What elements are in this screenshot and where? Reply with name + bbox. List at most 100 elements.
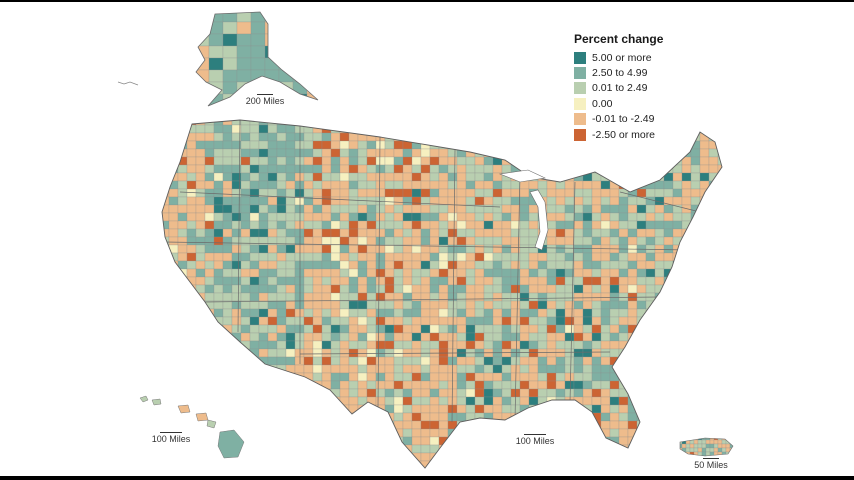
county-cell [258, 284, 269, 294]
county-cell [492, 452, 503, 462]
county-cell [240, 460, 251, 468]
county-cell [439, 469, 448, 476]
county-cell [312, 120, 323, 126]
county-cell [186, 268, 197, 278]
county-cell [306, 105, 318, 106]
county-cell [429, 412, 440, 422]
county-cell [340, 469, 349, 476]
county-cell [438, 404, 449, 414]
county-cell [636, 412, 647, 422]
county-cell [501, 148, 512, 158]
county-cell [258, 172, 269, 182]
county-cell [573, 364, 584, 374]
county-cell [492, 252, 503, 262]
county-cell [168, 340, 179, 350]
county-cell [168, 120, 179, 126]
county-cell [402, 420, 413, 430]
county-cell [492, 356, 503, 366]
county-cell [222, 364, 233, 374]
county-cell [708, 404, 719, 414]
county-cell [474, 164, 485, 174]
county-cell [285, 276, 296, 286]
county-cell [420, 132, 431, 142]
county-cell [357, 236, 368, 246]
county-cell [618, 364, 629, 374]
county-cell [501, 212, 512, 222]
county-cell [222, 140, 233, 150]
county-cell [348, 388, 359, 398]
county-cell [690, 428, 701, 438]
county-cell [465, 228, 476, 238]
county-cell [690, 324, 701, 334]
county-cell [492, 212, 503, 222]
county-cell [321, 412, 332, 422]
county-cell [582, 276, 593, 286]
county-cell [393, 252, 404, 262]
county-cell [510, 308, 521, 318]
county-cell [222, 220, 233, 230]
county-cell [303, 332, 314, 342]
county-cell [501, 388, 512, 398]
county-cell [492, 140, 503, 150]
county-cell [186, 452, 197, 462]
county-cell [618, 316, 629, 326]
county-cell [528, 380, 539, 390]
county-cell [519, 396, 530, 406]
county-cell [375, 332, 386, 342]
county-cell [258, 220, 269, 230]
county-cell [555, 204, 566, 214]
county-cell [357, 180, 368, 190]
county-cell [303, 316, 314, 326]
county-cell [663, 292, 674, 302]
county-cell [573, 244, 584, 254]
county-cell [492, 284, 503, 294]
county-cell [258, 364, 269, 374]
county-cell [294, 316, 305, 326]
county-cell [241, 469, 250, 476]
county-cell [654, 180, 665, 190]
county-cell [582, 364, 593, 374]
county-cell [357, 124, 368, 134]
county-cell [483, 316, 494, 326]
county-cell [465, 180, 476, 190]
county-cell [654, 276, 665, 286]
county-cell [162, 388, 170, 398]
county-cell [420, 148, 431, 158]
county-cell [456, 380, 467, 390]
county-cell [276, 372, 287, 382]
county-cell [645, 196, 656, 206]
county-cell [528, 180, 539, 190]
county-cell [258, 404, 269, 414]
county-cell [411, 164, 422, 174]
county-cell [438, 356, 449, 366]
county-cell [689, 443, 695, 449]
county-cell [528, 444, 539, 454]
county-cell [306, 69, 318, 83]
county-cell [249, 412, 260, 422]
county-cell [456, 268, 467, 278]
county-cell [411, 220, 422, 230]
county-cell [402, 396, 413, 406]
county-cell [546, 412, 557, 422]
county-cell [264, 81, 280, 95]
county-cell [546, 156, 557, 166]
county-cell [537, 300, 548, 310]
county-cell [645, 372, 656, 382]
county-cell [276, 380, 287, 390]
county-cell [162, 412, 170, 422]
county-cell [663, 388, 674, 398]
county-cell [701, 439, 707, 445]
county-cell [312, 300, 323, 310]
county-cell [520, 469, 529, 476]
county-cell [654, 452, 665, 462]
county-cell [384, 452, 395, 462]
county-cell [663, 156, 674, 166]
county-cell [411, 316, 422, 326]
county-cell [411, 120, 422, 126]
county-cell [267, 292, 278, 302]
county-cell [303, 148, 314, 158]
county-cell [564, 412, 575, 422]
county-cell [366, 436, 377, 446]
county-cell [357, 204, 368, 214]
county-cell [393, 148, 404, 158]
